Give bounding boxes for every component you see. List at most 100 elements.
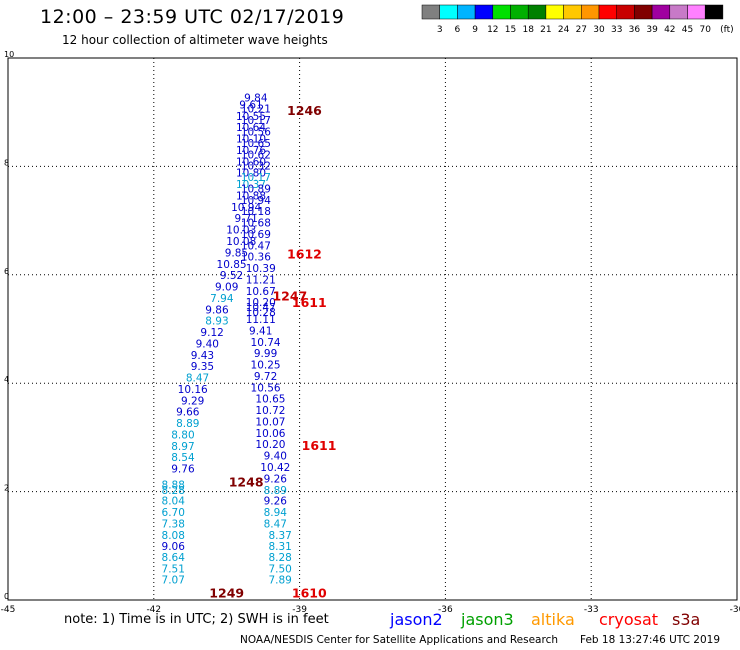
wave-height-label: 9.09 [215, 282, 238, 294]
wave-height-label: 9.72 [254, 371, 277, 383]
wave-height-label: 9.71 [234, 213, 257, 225]
wave-height-label: 10.55 [236, 111, 266, 123]
wave-height-label: 10.94 [241, 195, 271, 207]
wave-height-label: 9.40 [264, 451, 287, 463]
wave-height-label: 9.12 [200, 327, 223, 339]
wave-height-label: 9.29 [181, 395, 204, 407]
wave-height-label: 10.72 [255, 405, 285, 417]
x-tick-label: -36 [438, 605, 453, 615]
wave-height-label: 9.40 [196, 338, 219, 350]
wave-height-label: 8.64 [162, 552, 186, 564]
wave-height-label: 10.47 [246, 302, 276, 314]
wave-height-label: 9.66 [176, 407, 200, 419]
colorbar-label: 6 [455, 25, 461, 35]
wave-height-label: 9.85 [225, 247, 248, 259]
wave-height-label: 9.06 [162, 541, 186, 553]
time-label: 1611 [302, 438, 337, 453]
page-title: 12:00 – 23:59 UTC 02/17/2019 [40, 6, 345, 28]
wave-height-label: 10.80 [236, 168, 266, 180]
wave-height-label: 8.80 [171, 429, 194, 441]
wave-height-label: 9.84 [244, 92, 268, 104]
wave-height-label: 7.50 [268, 563, 291, 575]
wave-height-label: 7.51 [162, 563, 185, 575]
wave-height-label: 11.11 [246, 314, 276, 326]
wave-height-label: 10.08 [226, 236, 256, 248]
wave-height-label: 8.97 [171, 441, 194, 453]
colorbar-swatch [439, 4, 458, 20]
wave-height-label: 10.10 [236, 134, 266, 146]
wave-height-label: 10.20 [246, 297, 276, 309]
footnote-text: note: 1) Time is in UTC; 2) SWH is in fe… [64, 612, 329, 627]
legend-jason3: jason3 [461, 610, 514, 629]
colorbar-label: 15 [505, 25, 516, 35]
wave-height-label: 10.36 [241, 252, 271, 264]
wave-height-label: 10.21 [241, 104, 271, 116]
wave-height-label: 9.52 [220, 270, 243, 282]
wave-height-label: 10.68 [241, 218, 271, 230]
chart-marks: 7.077.518.649.068.087.386.708.048.288.88… [162, 92, 337, 600]
colorbar-label: 42 [664, 25, 675, 35]
wave-height-label: 8.89 [264, 485, 287, 497]
y-tick-label: 6 [4, 267, 9, 276]
colorbar-swatch [616, 4, 635, 20]
wave-height-label: 8.37 [268, 530, 291, 542]
colorbar-label: 12 [487, 25, 498, 35]
wave-height-label: 10.47 [241, 240, 271, 252]
colorbar-swatch [651, 4, 671, 20]
wave-height-label: 8.08 [162, 530, 185, 542]
colorbar-label: 24 [558, 25, 570, 35]
wave-height-label: 10.89 [241, 183, 271, 195]
wave-height-label: 10.62 [241, 149, 271, 161]
colorbar-swatch [669, 4, 688, 20]
y-tick-label: 8 [4, 158, 9, 167]
chart-grid [8, 58, 737, 600]
y-tick-label: 10 [4, 50, 14, 59]
wave-height-label: 10.69 [241, 229, 271, 241]
colorbar-label: 3 [437, 25, 443, 35]
wave-height-label: 8.93 [205, 316, 228, 328]
generated-timestamp: Feb 18 13:27:46 UTC 2019 [580, 634, 720, 646]
wave-height-label: 6.70 [162, 507, 185, 519]
wave-height-label: 7.07 [162, 575, 185, 587]
colorbar-swatch [474, 4, 494, 20]
wave-height-label: 7.38 [162, 518, 185, 530]
colorbar-label: 21 [540, 25, 551, 35]
wave-height-label: 10.39 [246, 263, 276, 275]
x-tick-label: -30 [730, 605, 740, 615]
wave-height-label: 10.17 [241, 115, 271, 127]
time-label: 1248 [229, 475, 264, 490]
wave-height-label: 9.99 [254, 348, 277, 360]
time-label: 1246 [287, 103, 322, 118]
wave-height-label: 10.65 [255, 394, 285, 406]
time-label: 1612 [287, 247, 322, 262]
wave-height-label: 10.03 [226, 225, 256, 237]
wave-height-label: 10.32 [241, 161, 271, 173]
wave-height-label: 9.86 [205, 304, 229, 316]
page-subtitle: 12 hour collection of altimeter wave hei… [62, 33, 328, 47]
colorbar-swatch [421, 4, 440, 20]
wave-height-label: 10.85 [217, 259, 247, 271]
legend-jason2: jason2 [390, 610, 443, 629]
colorbar-label: 39 [646, 25, 658, 35]
wave-height-label: 10.42 [260, 462, 290, 474]
colorbar-label: 30 [593, 25, 605, 35]
wave-height-label: 10.16 [178, 384, 208, 396]
colorbar-label: 9 [472, 25, 478, 35]
wave-height-label: 10.67 [246, 286, 276, 298]
colorbar-swatch [510, 4, 529, 20]
wave-height-label: 10.07 [255, 416, 285, 428]
wave-height-label: 9.26 [264, 496, 288, 508]
y-tick-label: 4 [4, 375, 9, 384]
legend-s3a: s3a [672, 610, 701, 629]
credit-text: NOAA/NESDIS Center for Satellite Applica… [240, 634, 558, 646]
colorbar-swatch [563, 4, 582, 20]
colorbar-swatch [527, 4, 547, 20]
colorbar-swatch [704, 4, 724, 20]
wave-height-label: 9.61 [239, 99, 262, 111]
colorbar-swatch [581, 4, 600, 20]
x-tick-label: -42 [146, 605, 161, 615]
wave-height-label: 9.41 [249, 325, 272, 337]
wave-height-label: 9.43 [191, 350, 214, 362]
colorbar-swatch [457, 4, 476, 20]
